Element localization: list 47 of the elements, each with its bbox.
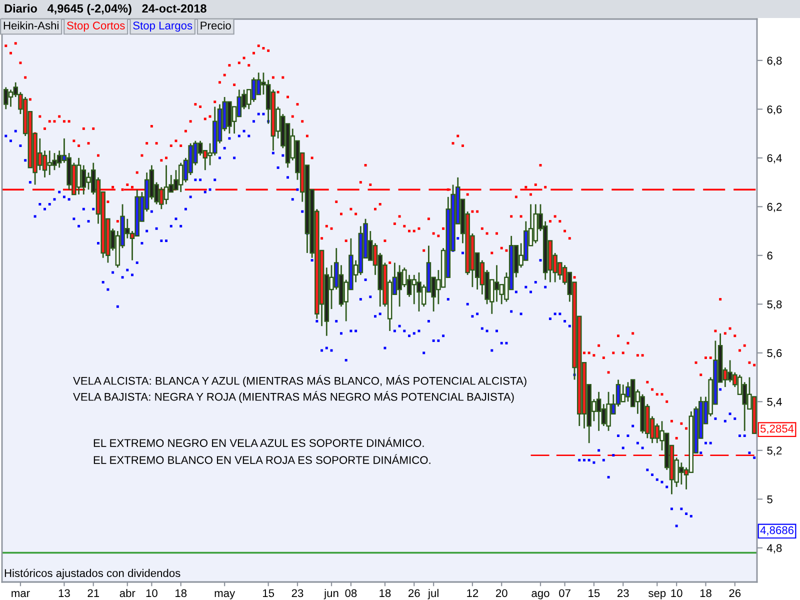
- y-tick-label: 4,8: [766, 544, 782, 554]
- x-tick-label: jul: [428, 588, 438, 600]
- annotation: Históricos ajustados con dividendos: [4, 568, 180, 580]
- y-tick-label: 5,2: [767, 446, 782, 456]
- y-tick-label: 5,4: [767, 398, 782, 408]
- y-tick-label: 6: [767, 252, 772, 260]
- x-tick-label: 18: [380, 589, 391, 598]
- x-tick-label: 07: [559, 589, 570, 598]
- x-tick-label: 12: [467, 589, 478, 597]
- x-tick-label: jun: [324, 588, 338, 600]
- x-tick-label: may: [214, 591, 236, 600]
- text: Stop Largos: [133, 22, 192, 32]
- x-tick-label: 23: [292, 589, 304, 598]
- x-tick-label: 10: [671, 589, 682, 598]
- y-tick-label: 6,2: [767, 202, 782, 212]
- x-tick-label: 26: [408, 589, 420, 598]
- annotation: EL EXTREMO NEGRO EN VELA AZUL ES SOPORTE DINÁMICO.: [94, 437, 424, 447]
- y-tick-label: 6,8: [767, 56, 782, 66]
- text: Stop Cortos: [67, 22, 125, 32]
- y-tick-label: 5: [767, 496, 772, 504]
- x-tick-label: 15: [588, 589, 600, 598]
- annotation: VELA BAJISTA: NEGRA Y ROJA (MIENTRAS MÁS NEGRO MÁS POTENCIAL BAJISTA): [73, 391, 514, 403]
- x-tick-label: sep: [648, 591, 666, 600]
- x-tick-label: mar: [12, 591, 30, 598]
- y-tick-label: 5,6: [767, 349, 782, 358]
- x-tick-label: 10: [146, 589, 158, 598]
- x-tick-label: 26: [729, 589, 741, 598]
- x-tick-label: 15: [262, 589, 274, 598]
- x-tick-label: abr: [120, 588, 136, 598]
- text: Heikin-Ashi: [4, 21, 58, 30]
- x-tick-label: 13: [58, 589, 70, 598]
- y-tick-label: 6,6: [767, 105, 782, 115]
- x-tick-label: 23: [617, 589, 629, 598]
- x-tick-label: 18: [176, 589, 187, 598]
- annotation: 4,8686: [760, 526, 794, 536]
- x-tick-label: ago: [532, 591, 550, 600]
- annotation: VELA ALCISTA: BLANCA Y AZUL (MIENTRAS MÁS BLANCO, MÁS POTENCIAL ALCISTA): [73, 375, 526, 387]
- x-tick-label: 21: [88, 589, 100, 597]
- annotation: 5,2854: [760, 424, 794, 434]
- x-tick-label: 20: [496, 589, 508, 598]
- annotation: EL EXTREMO BLANCO EN VELA ROJA ES SOPORTE DINÁMICO.: [94, 454, 430, 464]
- x-tick-label: 18: [700, 589, 712, 598]
- chart-title: Diario 4,9645 (-2,04%) 24-oct-2018: [4, 4, 206, 15]
- x-tick-label: 08: [345, 589, 357, 598]
- annotation: Precio: [200, 21, 231, 30]
- y-tick-label: 6,4: [767, 154, 782, 164]
- y-tick-label: 5,8: [767, 300, 782, 310]
